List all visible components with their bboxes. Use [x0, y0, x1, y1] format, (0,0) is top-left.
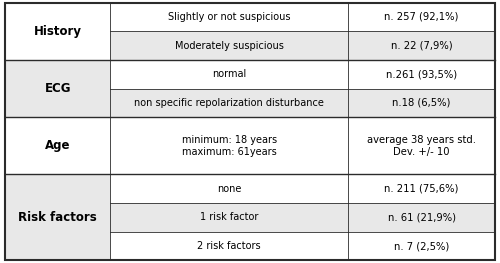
Bar [110, 203, 348, 232]
Text: ECG: ECG [44, 82, 71, 95]
Text: Moderately suspicious: Moderately suspicious [174, 41, 284, 50]
Text: normal: normal [212, 69, 246, 79]
Text: n. 22 (7,9%): n. 22 (7,9%) [390, 41, 452, 50]
Bar [110, 174, 348, 203]
Bar [110, 60, 348, 89]
Text: n.18 (6,5%): n.18 (6,5%) [392, 98, 450, 108]
Text: n. 211 (75,6%): n. 211 (75,6%) [384, 184, 458, 194]
Text: n. 257 (92,1%): n. 257 (92,1%) [384, 12, 458, 22]
Text: Age: Age [45, 139, 70, 152]
Bar [110, 3, 348, 31]
Text: minimum: 18 years
maximum: 61years: minimum: 18 years maximum: 61years [182, 135, 276, 157]
Text: n. 7 (2,5%): n. 7 (2,5%) [394, 241, 449, 251]
Bar [348, 174, 495, 203]
Text: average 38 years std.
Dev. +/- 10: average 38 years std. Dev. +/- 10 [367, 135, 476, 157]
Bar [110, 117, 348, 174]
Bar [5, 117, 110, 174]
Bar [348, 203, 495, 232]
Text: non specific repolarization disturbance: non specific repolarization disturbance [134, 98, 324, 108]
Bar [110, 31, 348, 60]
Bar [348, 117, 495, 174]
Text: none: none [217, 184, 242, 194]
Bar [348, 60, 495, 89]
Bar [5, 174, 110, 260]
Bar [5, 3, 110, 60]
Bar [110, 89, 348, 117]
Bar [348, 232, 495, 260]
Bar [348, 31, 495, 60]
Text: n.261 (93,5%): n.261 (93,5%) [386, 69, 457, 79]
Text: History: History [34, 25, 82, 38]
Text: 1 risk factor: 1 risk factor [200, 213, 258, 222]
Text: n. 61 (21,9%): n. 61 (21,9%) [388, 213, 456, 222]
Bar [5, 60, 110, 117]
Text: Risk factors: Risk factors [18, 211, 97, 224]
Bar [110, 232, 348, 260]
Bar [348, 89, 495, 117]
Text: Slightly or not suspicious: Slightly or not suspicious [168, 12, 290, 22]
Bar [348, 3, 495, 31]
Text: 2 risk factors: 2 risk factors [198, 241, 261, 251]
